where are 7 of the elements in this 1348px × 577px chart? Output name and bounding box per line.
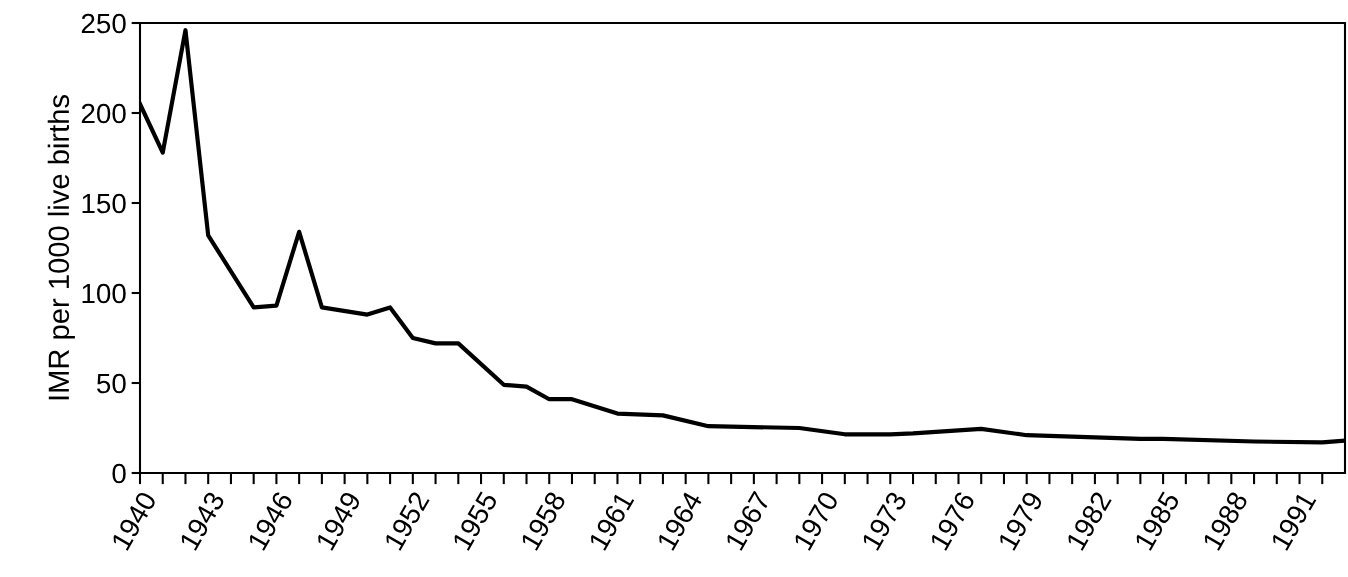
y-tick-label: 150: [82, 193, 126, 214]
y-tick-label: 100: [82, 283, 126, 304]
y-axis-title: IMR per 1000 live births: [47, 95, 75, 400]
y-tick-label: 200: [81, 103, 126, 124]
y-tick-label: 250: [81, 13, 126, 34]
y-tick-label: 50: [97, 373, 126, 394]
y-tick-label: 0: [112, 463, 126, 484]
